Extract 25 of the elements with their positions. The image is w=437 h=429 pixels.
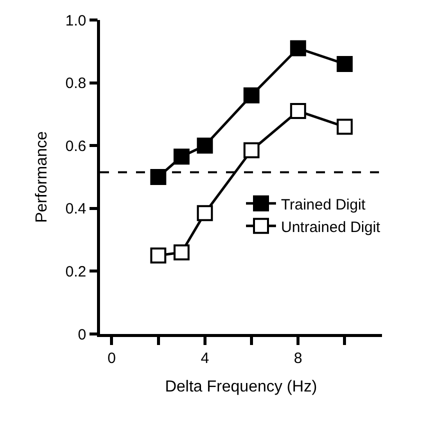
x-tick-label: 4 [200, 350, 210, 367]
point [196, 138, 213, 154]
point [196, 205, 213, 222]
point [336, 118, 353, 135]
x-tick-label: 8 [294, 350, 302, 367]
y-axis-title: Performance [33, 131, 50, 223]
y-tick-label: 1.0 [65, 12, 86, 30]
x-axis-title: Delta Frequency (Hz) [164, 378, 318, 396]
point [174, 148, 190, 165]
point [336, 56, 353, 72]
point [243, 142, 260, 158]
point [150, 169, 166, 185]
y-tick-label: 0 [78, 326, 86, 344]
point [290, 103, 306, 120]
y-tick-label: 0.4 [65, 200, 86, 218]
legend-label: Trained Digit [281, 196, 366, 214]
y-tick-label: 0.6 [65, 138, 86, 155]
legend-label: Untrained Digit [281, 218, 382, 236]
point [150, 248, 166, 264]
point [290, 40, 306, 56]
y-tick-label: 0.8 [65, 75, 86, 92]
point [174, 244, 190, 260]
y-tick-label: 0.2 [65, 263, 86, 280]
point [243, 87, 260, 104]
x-tick-label: 0 [107, 350, 116, 367]
